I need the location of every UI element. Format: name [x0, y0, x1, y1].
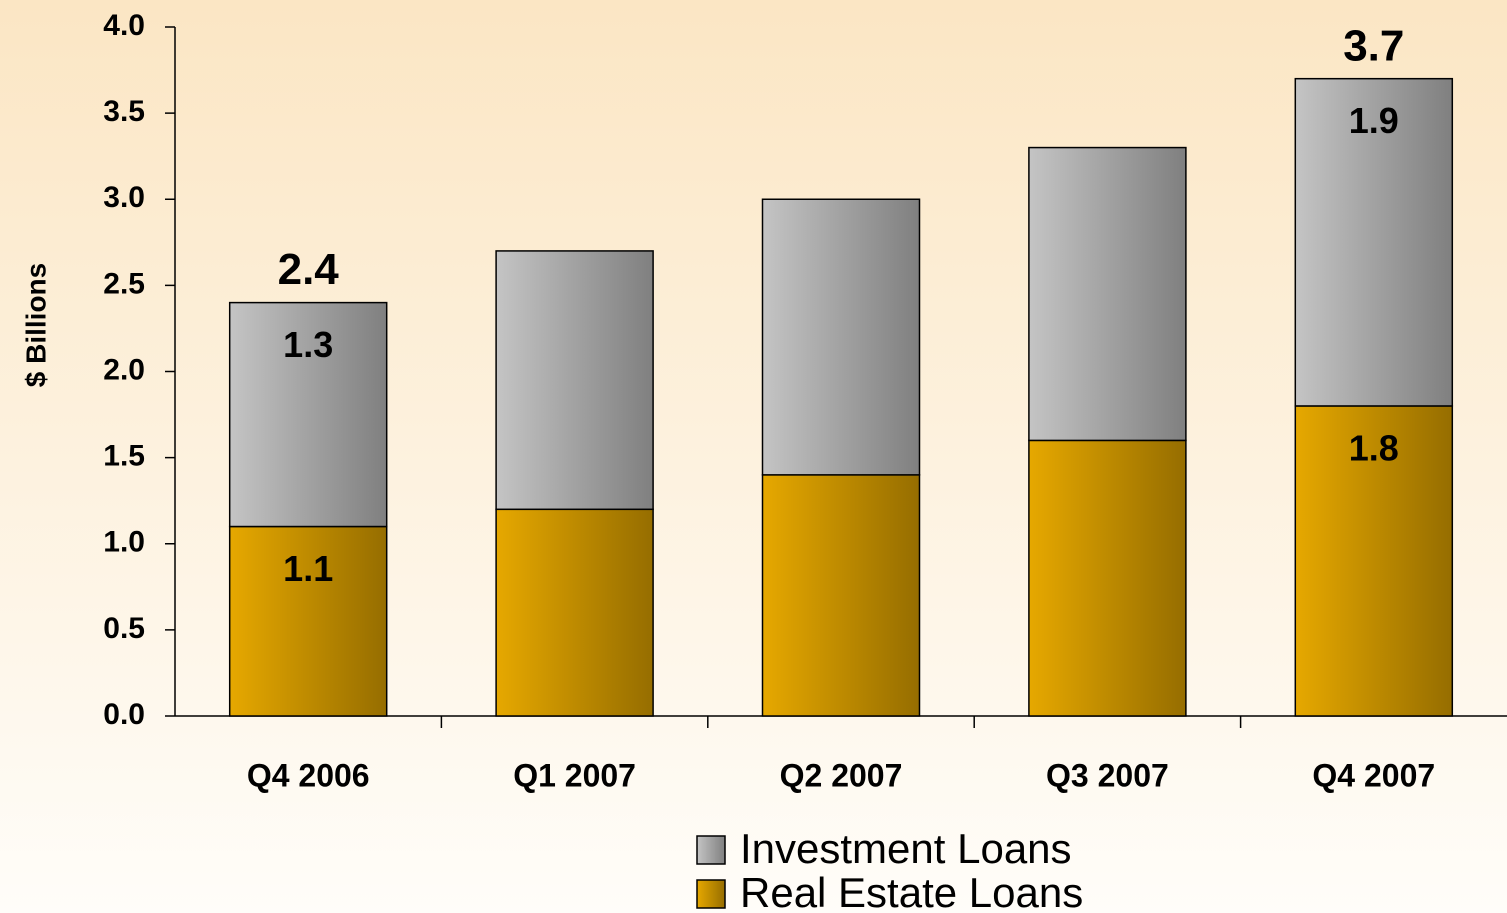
bar-shade: [228, 301, 388, 528]
x-tick-label: Q3 2007: [1046, 757, 1169, 793]
y-axis-label: $ Billions: [20, 263, 51, 387]
bar-shade: [761, 474, 921, 717]
legend-swatch-shade: [696, 879, 726, 909]
y-tick-label: 1.5: [103, 440, 145, 473]
y-tick-label: 3.0: [103, 181, 145, 214]
bar-shade: [1294, 77, 1454, 407]
y-tick-label: 1.0: [103, 526, 145, 559]
total-label: 2.4: [278, 245, 340, 294]
bar-shade: [761, 198, 921, 476]
x-tick-label: Q4 2006: [247, 757, 370, 793]
x-tick-label: Q1 2007: [513, 757, 636, 793]
x-tick-label: Q4 2007: [1312, 757, 1435, 793]
data-label: 1.9: [1349, 100, 1399, 141]
data-label: 1.1: [283, 548, 333, 589]
bar-shade: [1028, 146, 1187, 442]
bar-shade: [1028, 439, 1187, 717]
y-tick-label: 0.0: [103, 698, 145, 731]
y-tick-label: 2.5: [103, 267, 145, 300]
bar-shade: [1294, 405, 1454, 717]
y-tick-label: 2.0: [103, 353, 145, 386]
data-label: 1.8: [1349, 427, 1399, 468]
x-tick-label: Q2 2007: [780, 757, 903, 793]
legend-label: Investment Loans: [740, 825, 1072, 872]
bar-shade: [495, 250, 654, 511]
y-tick-label: 3.5: [103, 95, 145, 128]
legend-swatch-shade: [696, 835, 726, 865]
y-tick-label: 0.5: [103, 612, 145, 645]
bar-shade: [495, 508, 654, 717]
data-label: 1.3: [283, 324, 333, 365]
legend-label: Real Estate Loans: [740, 869, 1083, 913]
total-label: 3.7: [1343, 21, 1404, 70]
y-tick-label: 4.0: [103, 9, 145, 42]
